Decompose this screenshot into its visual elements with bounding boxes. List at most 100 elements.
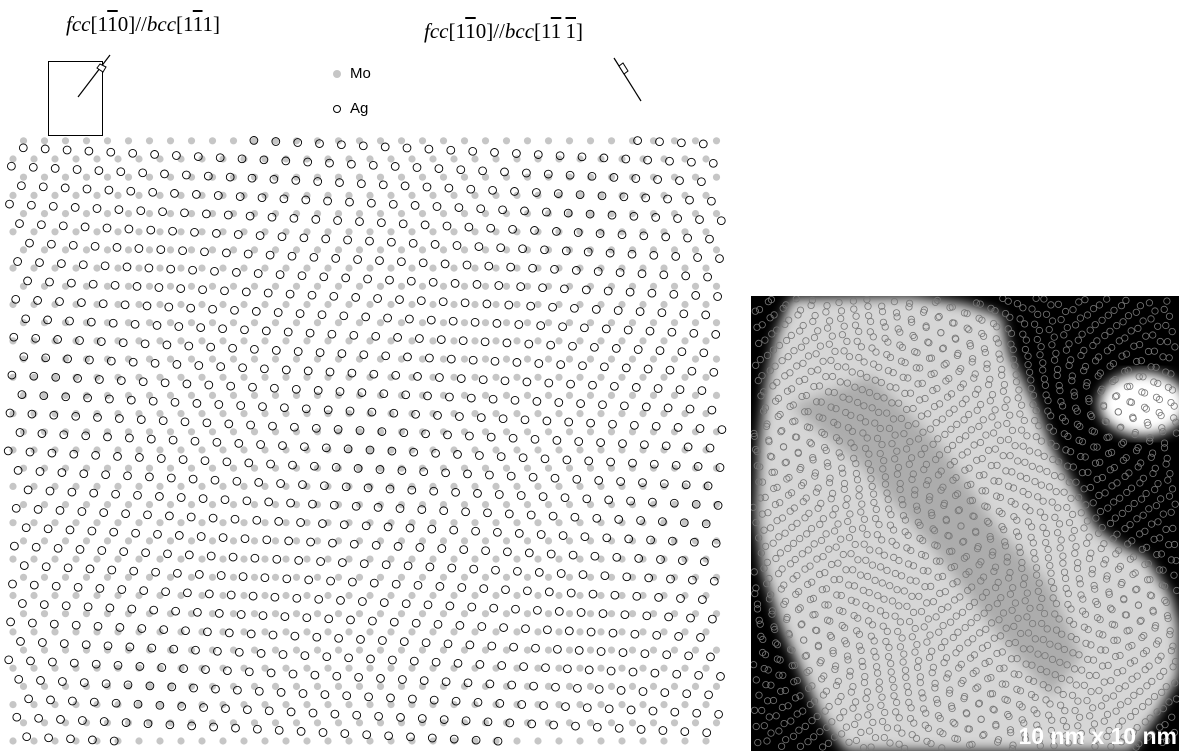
mo-atom — [229, 610, 238, 618]
micro-atom-circle — [882, 637, 890, 646]
micro-atom-circle — [752, 584, 760, 592]
ag-atom — [401, 599, 411, 609]
ag-atom — [56, 715, 65, 724]
micro-atom-circle — [1119, 667, 1127, 675]
ag-atom — [5, 199, 14, 209]
mo-atom — [355, 210, 364, 218]
mo-atom — [187, 355, 196, 363]
ag-atom — [77, 507, 87, 516]
micro-atom-circle — [850, 611, 858, 620]
mo-atom — [51, 191, 59, 199]
micro-atom-circle — [1141, 527, 1149, 535]
ag-atom — [143, 510, 152, 520]
micro-atom-circle — [1015, 386, 1023, 394]
micro-atom-circle — [912, 364, 920, 372]
micro-atom-circle — [891, 612, 899, 620]
ag-atom — [709, 576, 719, 586]
micro-atom-circle — [1035, 736, 1044, 744]
micro-atom-circle — [1006, 568, 1014, 577]
ag-atom — [646, 535, 655, 545]
micro-atom-circle — [1088, 412, 1096, 421]
ag-atom — [636, 516, 645, 525]
micro-atom-circle — [995, 616, 1003, 624]
ag-atom — [103, 432, 112, 442]
mo-atom — [376, 537, 385, 545]
micro-atom-circle — [951, 596, 959, 604]
micro-atom-circle — [869, 718, 877, 726]
ag-atom — [48, 657, 57, 667]
ag-atom — [590, 551, 600, 561]
mo-atom — [124, 173, 133, 181]
micro-atom-circle — [1055, 615, 1063, 623]
micro-atom-circle — [1063, 503, 1071, 512]
micro-atom-circle — [838, 331, 847, 339]
mo-atom — [9, 410, 17, 418]
micro-atom-circle — [1018, 564, 1026, 573]
mo-atom — [30, 555, 38, 563]
mo-atom — [565, 355, 574, 363]
mo-atom — [271, 573, 280, 581]
micro-atom-circle — [877, 701, 885, 709]
mo-atom — [145, 646, 154, 654]
micro-atom-circle — [1077, 729, 1085, 737]
micro-atom-circle — [808, 578, 816, 586]
micro-atom-circle — [980, 471, 988, 479]
ag-atom — [192, 190, 201, 199]
ag-atom — [390, 162, 400, 171]
micro-atom-circle — [770, 623, 778, 631]
micro-atom-circle — [1050, 333, 1058, 341]
micro-atom-circle — [1168, 713, 1176, 721]
micro-atom-circle — [794, 449, 802, 457]
mo-atom — [156, 519, 164, 527]
micro-atom-circle — [891, 569, 899, 578]
ag-atom — [520, 206, 529, 216]
micro-atom-circle — [824, 462, 832, 471]
micro-atom-circle — [1047, 569, 1055, 577]
micro-atom-circle — [865, 389, 874, 397]
micro-atom-circle — [841, 624, 849, 632]
micro-atom-circle — [1026, 645, 1034, 653]
micro-atom-circle — [944, 603, 952, 611]
mo-atom — [712, 719, 721, 727]
micro-atom-circle — [1164, 614, 1172, 623]
micro-atom-circle — [891, 455, 899, 463]
micro-atom-circle — [960, 554, 968, 562]
micro-atom-circle — [914, 380, 922, 388]
ag-atom — [309, 252, 319, 262]
micro-atom-circle — [947, 702, 956, 710]
micro-atom-circle — [994, 738, 1002, 746]
micro-atom-circle — [1039, 366, 1047, 374]
micro-atom-circle — [880, 457, 888, 465]
micro-atom-circle — [1034, 587, 1042, 595]
right-sep: // — [493, 19, 505, 43]
mo-atom — [198, 337, 206, 345]
micro-atom-circle — [910, 608, 918, 616]
ag-atom — [698, 139, 708, 149]
ag-atom — [273, 308, 283, 317]
mo-atom — [114, 482, 122, 490]
micro-atom-circle — [765, 574, 773, 583]
micro-atom-circle — [957, 660, 965, 668]
micro-atom-circle — [863, 688, 872, 696]
ag-atom — [630, 420, 639, 430]
ag-atom — [540, 454, 550, 464]
micro-atom-circle — [939, 344, 947, 352]
mo-atom — [51, 482, 59, 490]
micro-atom-circle — [957, 522, 965, 530]
micro-atom-circle — [1034, 310, 1042, 318]
mo-atom — [649, 355, 658, 363]
micro-atom-circle — [875, 521, 883, 529]
micro-atom-circle — [1118, 717, 1126, 725]
micro-atom-circle — [865, 312, 873, 320]
micro-atom-circle — [774, 570, 783, 578]
ag-atom — [595, 229, 605, 238]
micro-atom-circle — [1137, 357, 1145, 365]
micro-atom-circle — [1022, 474, 1031, 483]
micro-atom-circle — [1022, 660, 1030, 668]
micro-atom-circle — [860, 402, 868, 410]
micro-atom-circle — [1107, 448, 1116, 456]
mo-atom — [208, 319, 217, 327]
mo-atom — [345, 264, 353, 272]
micro-atom-circle — [1029, 539, 1037, 547]
micro-atom-circle — [847, 596, 856, 604]
